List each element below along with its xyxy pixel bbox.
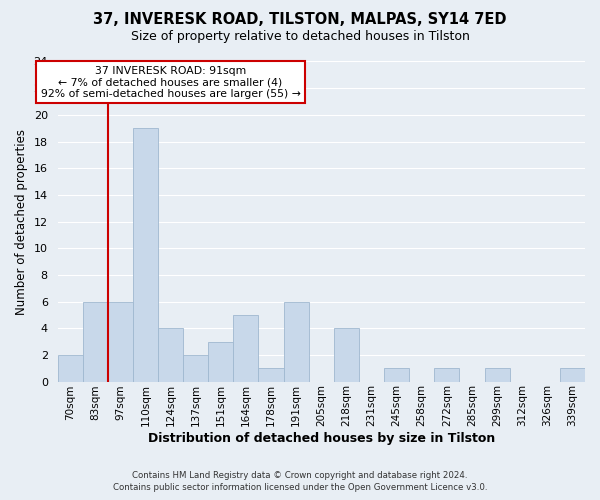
Bar <box>183 355 208 382</box>
Bar <box>334 328 359 382</box>
Text: Size of property relative to detached houses in Tilston: Size of property relative to detached ho… <box>131 30 469 43</box>
Bar <box>133 128 158 382</box>
Bar <box>108 302 133 382</box>
Bar <box>259 368 284 382</box>
Bar <box>434 368 460 382</box>
Bar <box>233 315 259 382</box>
Bar <box>58 355 83 382</box>
Bar <box>384 368 409 382</box>
Bar <box>83 302 108 382</box>
X-axis label: Distribution of detached houses by size in Tilston: Distribution of detached houses by size … <box>148 432 495 445</box>
Text: 37, INVERESK ROAD, TILSTON, MALPAS, SY14 7ED: 37, INVERESK ROAD, TILSTON, MALPAS, SY14… <box>93 12 507 28</box>
Text: Contains HM Land Registry data © Crown copyright and database right 2024.
Contai: Contains HM Land Registry data © Crown c… <box>113 471 487 492</box>
Y-axis label: Number of detached properties: Number of detached properties <box>15 128 28 314</box>
Bar <box>208 342 233 382</box>
Bar <box>158 328 183 382</box>
Text: 37 INVERESK ROAD: 91sqm
← 7% of detached houses are smaller (4)
92% of semi-deta: 37 INVERESK ROAD: 91sqm ← 7% of detached… <box>41 66 301 98</box>
Bar <box>284 302 309 382</box>
Bar <box>560 368 585 382</box>
Bar <box>485 368 509 382</box>
